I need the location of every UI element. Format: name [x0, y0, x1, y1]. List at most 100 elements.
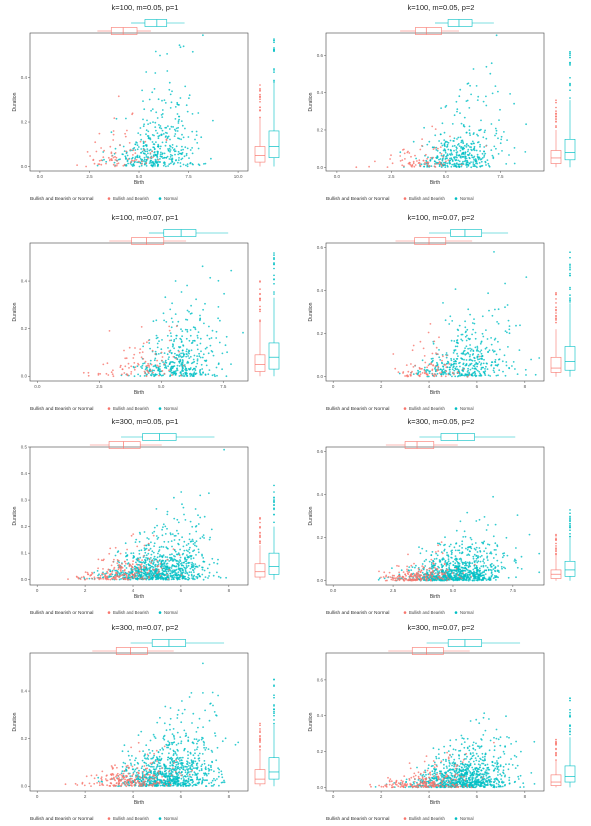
point-normal	[169, 717, 172, 720]
point-normal	[146, 135, 149, 137]
legend-label-normal: Normal	[460, 196, 474, 201]
point-normal	[158, 555, 161, 558]
legend-title: Bullish and Bearish or Normal	[326, 406, 389, 412]
point-normal	[448, 323, 451, 325]
point-normal	[497, 576, 499, 579]
point-bullish	[422, 159, 425, 162]
point-normal	[163, 722, 166, 725]
point-bullish	[156, 559, 159, 562]
point-normal	[508, 328, 511, 331]
point-normal	[470, 93, 472, 96]
point-normal	[146, 119, 148, 122]
point-normal	[199, 318, 202, 321]
plot-frame	[29, 32, 249, 172]
point-normal	[442, 576, 445, 579]
point-normal	[489, 72, 492, 75]
point-normal	[473, 553, 476, 556]
boxplot-box	[415, 27, 442, 35]
point-normal	[153, 530, 156, 533]
point-normal	[428, 372, 431, 374]
point-normal	[455, 360, 457, 363]
point-normal	[191, 538, 194, 541]
boxplot-outlier	[273, 81, 275, 83]
boxplot-outlier	[569, 97, 571, 99]
point-normal	[435, 161, 438, 164]
point-normal	[478, 157, 481, 160]
point-normal	[421, 563, 424, 565]
point-normal	[508, 332, 511, 335]
point-normal	[175, 576, 178, 579]
plot-frame	[325, 32, 545, 172]
point-normal	[466, 99, 469, 102]
point-bullish	[116, 559, 119, 561]
point-normal	[182, 506, 185, 509]
point-normal	[451, 557, 453, 559]
point-normal	[470, 146, 472, 149]
point-normal	[474, 359, 476, 362]
point-normal	[497, 90, 499, 93]
point-normal	[483, 358, 485, 361]
point-normal	[455, 577, 458, 580]
point-normal	[473, 149, 476, 152]
point-normal	[182, 355, 185, 357]
point-bullish	[440, 572, 443, 574]
point-normal	[157, 577, 160, 580]
point-bullish	[437, 365, 440, 368]
point-bullish	[456, 573, 459, 576]
point-normal	[446, 551, 448, 554]
boxplot-outlier	[569, 256, 571, 259]
top-boxplot-normal	[148, 229, 229, 237]
point-normal	[495, 553, 497, 556]
point-normal	[464, 561, 467, 563]
point-bullish	[119, 364, 122, 367]
point-bullish	[86, 577, 88, 580]
point-normal	[162, 737, 165, 740]
point-normal	[188, 357, 191, 359]
point-normal	[501, 556, 504, 559]
point-normal	[197, 514, 199, 517]
point-normal	[519, 324, 521, 327]
point-normal	[451, 145, 454, 148]
point-bullish	[436, 568, 439, 571]
point-bullish	[447, 577, 449, 579]
point-normal	[189, 161, 192, 164]
point-normal	[467, 352, 470, 355]
point-normal	[430, 563, 433, 566]
point-normal	[132, 555, 135, 557]
point-normal	[487, 569, 490, 572]
chart-title: k=100, m=0.05, p=1	[112, 3, 179, 12]
point-bullish	[429, 323, 432, 325]
point-normal	[204, 709, 207, 712]
point-normal	[493, 367, 495, 370]
point-normal	[154, 570, 157, 573]
point-normal	[168, 356, 170, 358]
point-normal	[187, 550, 189, 553]
point-bullish	[374, 160, 376, 163]
point-bullish	[102, 363, 105, 366]
right-boxplot-normal	[268, 38, 280, 167]
point-bullish	[413, 165, 416, 168]
boxplot-outlier	[259, 536, 261, 539]
point-normal	[439, 158, 442, 160]
point-normal	[494, 85, 497, 87]
point-normal	[483, 156, 485, 158]
right-boxplot-normal	[564, 251, 576, 377]
point-normal	[169, 332, 172, 334]
legend-label-bullish: Bullish and Bearish	[409, 406, 446, 411]
point-bullish	[122, 573, 125, 576]
point-normal	[498, 369, 501, 372]
point-normal	[439, 151, 441, 154]
point-normal	[448, 368, 451, 371]
point-normal	[451, 578, 453, 580]
point-normal	[164, 296, 167, 299]
point-bullish	[172, 355, 175, 358]
point-bullish	[438, 372, 441, 374]
point-normal	[162, 546, 165, 548]
point-normal	[183, 708, 186, 711]
point-bullish	[143, 370, 146, 373]
point-normal	[185, 350, 188, 353]
point-normal	[118, 561, 120, 564]
point-normal	[189, 355, 192, 358]
point-normal	[184, 85, 187, 88]
point-normal	[162, 563, 165, 565]
